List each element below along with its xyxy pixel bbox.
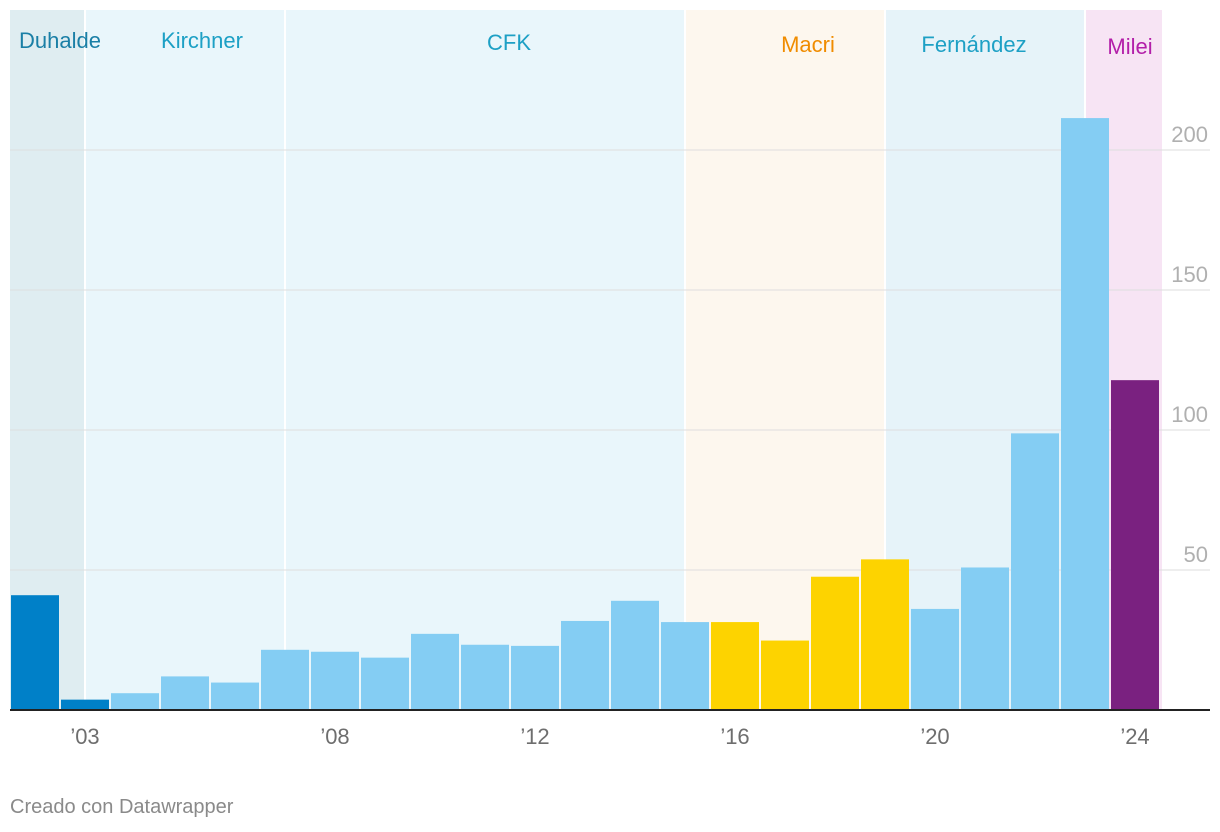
- period-label: Milei: [1107, 34, 1152, 59]
- bar-2014: [611, 600, 659, 710]
- period-labels: Duhalde Kirchner CFK Macri Fernández Milei: [19, 28, 1153, 59]
- period-band: [285, 10, 685, 710]
- bar-2022: [1011, 433, 1059, 710]
- x-tick-label: ’16: [720, 724, 749, 749]
- period-label: Macri: [781, 32, 835, 57]
- y-tick-label: 100: [1171, 402, 1208, 427]
- bar-2009: [361, 657, 409, 710]
- period-band: [85, 10, 285, 710]
- bar-2015: [661, 622, 709, 710]
- bar-2018: [811, 576, 859, 710]
- bar-2012: [511, 645, 559, 710]
- bar-2004: [111, 693, 159, 710]
- x-tick-label: ’20: [920, 724, 949, 749]
- bar-2003: [61, 699, 109, 710]
- bar-2024: [1111, 380, 1159, 710]
- bar-2005: [161, 676, 209, 710]
- period-band: [10, 10, 85, 710]
- bar-chart: 50 100 150 200 ’03 ’08 ’12 ’16 ’20 ’24 Duhalde Ki…: [10, 10, 1210, 749]
- bar-2010: [411, 633, 459, 710]
- bar-2023: [1061, 118, 1109, 710]
- bar-2017: [761, 640, 809, 710]
- bar-2011: [461, 644, 509, 710]
- period-label: Duhalde: [19, 28, 101, 53]
- x-tick-label: ’24: [1120, 724, 1149, 749]
- x-tick-label: ’12: [520, 724, 549, 749]
- bar-2020: [911, 608, 959, 710]
- credit-text: Creado con Datawrapper: [10, 796, 234, 818]
- bars: [11, 118, 1159, 710]
- gridlines: 50 100 150 200: [10, 122, 1210, 571]
- bar-2016: [711, 622, 759, 710]
- y-tick-label: 50: [1184, 542, 1208, 567]
- bar-2021: [961, 567, 1009, 710]
- x-tick-label: ’08: [320, 724, 349, 749]
- bar-2002: [11, 595, 59, 710]
- y-tick-label: 150: [1171, 262, 1208, 287]
- bar-2007: [261, 649, 309, 710]
- axes: ’03 ’08 ’12 ’16 ’20 ’24: [10, 709, 1210, 749]
- period-label: Kirchner: [161, 28, 243, 53]
- bar-2019: [861, 559, 909, 710]
- period-label: Fernández: [921, 32, 1026, 57]
- x-tick-label: ’03: [70, 724, 99, 749]
- period-label: CFK: [487, 30, 531, 55]
- y-tick-label: 200: [1171, 122, 1208, 147]
- bar-2008: [311, 651, 359, 710]
- bar-2013: [561, 620, 609, 710]
- bar-2006: [211, 682, 259, 710]
